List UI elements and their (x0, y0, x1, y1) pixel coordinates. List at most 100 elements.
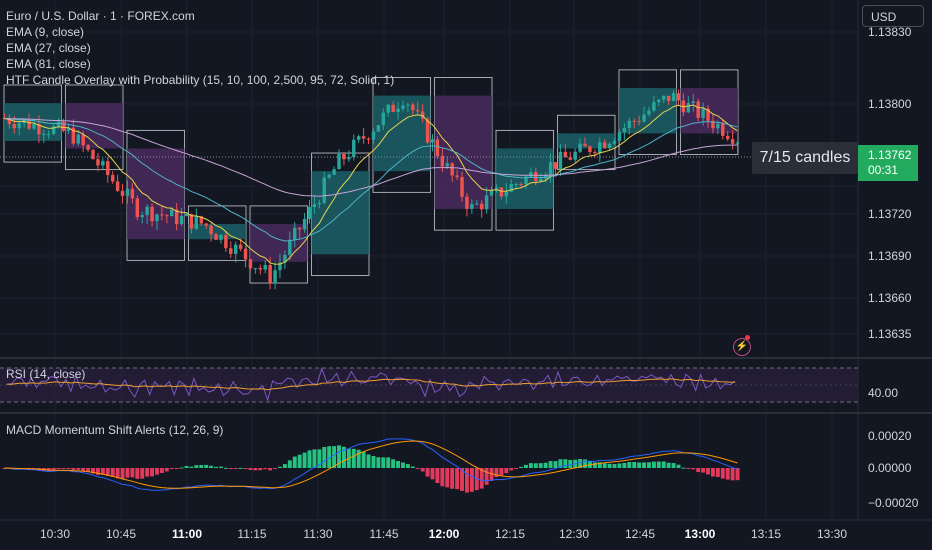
candle-body (263, 264, 267, 270)
candle-body (110, 175, 115, 182)
macd-bar (489, 468, 494, 481)
macd-bar (725, 468, 730, 480)
macd-bar (337, 445, 341, 468)
macd-bar (706, 468, 710, 475)
legend-ema-27[interactable]: EMA (27, close) (6, 41, 91, 55)
macd-bar (435, 468, 440, 484)
candle-body (529, 172, 533, 177)
macd-bar (233, 468, 238, 469)
macd-bar (164, 468, 169, 472)
legend-ema-9[interactable]: EMA (9, close) (6, 25, 85, 39)
rsi-ma-line (6, 378, 736, 391)
candle-body (150, 206, 154, 222)
legend-ema-81[interactable]: EMA (81, close) (6, 57, 91, 71)
candle-body (499, 187, 504, 197)
macd-bar (322, 447, 327, 468)
macd-bar (86, 468, 91, 472)
macd-bar (56, 468, 61, 469)
macd-bar (361, 451, 366, 468)
candle-body (647, 110, 651, 115)
macd-tick: 0.00020 (868, 429, 912, 443)
symbol-title[interactable]: Euro / U.S. Dollar · 1 · FOREX.com (6, 9, 195, 23)
candle-body (534, 172, 538, 182)
macd-bar (243, 468, 248, 469)
rsi-label[interactable]: RSI (14, close) (6, 367, 86, 381)
macd-bar (169, 468, 174, 470)
macd-bar (228, 468, 233, 470)
macd-bar (445, 468, 450, 488)
candle-body (179, 215, 184, 225)
time-tick: 12:15 (494, 527, 526, 541)
macd-bar (735, 468, 740, 481)
candle-body (573, 151, 577, 160)
macd-bar (120, 468, 125, 479)
candle-body (356, 136, 361, 140)
price-tick: 1.13800 (868, 97, 912, 111)
macd-bar (464, 468, 469, 493)
macd-bar (647, 462, 651, 468)
candle-body (297, 227, 302, 230)
macd-bar (637, 462, 642, 468)
macd-bar (538, 463, 543, 468)
candle-body (170, 209, 174, 217)
macd-bar (66, 468, 71, 469)
macd-bar (627, 462, 632, 468)
macd-bar (238, 467, 243, 469)
candle-body (130, 188, 135, 199)
macd-bar (2, 468, 7, 469)
candle-body (662, 95, 666, 100)
price-tick: 1.13690 (868, 249, 912, 263)
candle-body (17, 123, 21, 129)
candle-body (460, 176, 464, 197)
candle-body (366, 138, 371, 140)
macd-bar (656, 461, 661, 468)
macd-bar (563, 459, 568, 468)
candle-body (543, 174, 548, 179)
lightning-icon[interactable]: ⚡ (733, 338, 751, 356)
ema-81-line (4, 117, 738, 197)
macd-bar (401, 462, 405, 468)
macd-bar (292, 456, 297, 468)
candle-body (539, 178, 543, 182)
htf-candle-body (250, 224, 308, 262)
macd-bar (504, 468, 509, 474)
macd-bar (720, 468, 725, 479)
candle-body (238, 244, 243, 249)
macd-bar (204, 464, 209, 468)
candle-body (475, 203, 479, 205)
candle-body (81, 134, 85, 146)
macd-bar (135, 468, 140, 479)
macd-bar (145, 468, 150, 477)
candle-body (396, 108, 400, 113)
candle-body (637, 121, 641, 123)
currency-button[interactable]: USD (862, 5, 924, 27)
macd-bar (189, 466, 194, 468)
macd-bar (356, 449, 361, 468)
htf-candle-body (188, 224, 246, 240)
candle-body (278, 262, 282, 271)
macd-bar (484, 468, 489, 485)
candle-body (253, 268, 258, 270)
macd-bar (248, 468, 253, 470)
price-tick: 1.13635 (868, 327, 912, 341)
macd-bar (95, 468, 100, 475)
macd-bar (317, 449, 322, 468)
macd-bar (376, 457, 381, 468)
bar-countdown: 00:31 (868, 163, 899, 177)
candle-body (696, 101, 700, 118)
macd-bar (159, 468, 164, 473)
macd-bar (519, 466, 524, 468)
macd-tick: −0.00020 (868, 496, 919, 510)
macd-bar (381, 457, 386, 468)
macd-bar (223, 467, 228, 469)
macd-bar (440, 468, 445, 487)
candle-body (184, 214, 189, 216)
macd-bar (258, 468, 263, 471)
macd-label[interactable]: MACD Momentum Shift Alerts (12, 26, 9) (6, 423, 224, 437)
macd-bar (391, 459, 396, 468)
candle-progress-label: 7/15 candles (752, 142, 858, 174)
macd-bar (710, 468, 715, 477)
legend-htf-overlay[interactable]: HTF Candle Overlay with Probability (15,… (6, 73, 395, 87)
macd-bar (297, 454, 302, 468)
